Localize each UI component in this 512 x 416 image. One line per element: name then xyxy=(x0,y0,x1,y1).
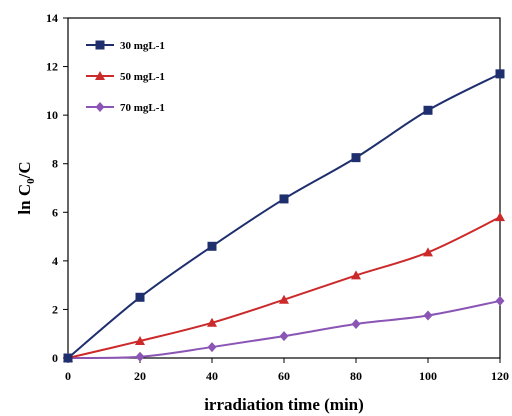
y-tick-label: 2 xyxy=(52,302,58,316)
y-tick-label: 4 xyxy=(52,254,58,268)
legend: 30 mgL-1 50 mgL-1 70 mgL-1 xyxy=(86,40,165,114)
legend-marker xyxy=(95,71,105,80)
data-point xyxy=(495,212,505,222)
y-tick-label: 8 xyxy=(52,157,58,171)
legend-label: 30 mgL-1 xyxy=(120,40,165,52)
x-tick-label: 20 xyxy=(134,369,146,383)
y-axis: 0 2 4 6 8 10 12 14 xyxy=(46,11,68,365)
y-axis-title-main: ln C xyxy=(15,184,34,215)
data-point xyxy=(351,319,361,329)
y-axis-title: ln C0/C xyxy=(15,161,37,214)
data-point xyxy=(351,153,361,163)
x-tick-label: 100 xyxy=(419,369,437,383)
data-point xyxy=(135,336,145,345)
y-axis-title-subscript: 0 xyxy=(25,178,37,184)
x-axis-title: irradiation time (min) xyxy=(204,395,364,414)
y-axis-title-tail: /C xyxy=(15,161,34,179)
legend-marker xyxy=(95,40,105,50)
data-point xyxy=(207,241,217,251)
plot-area xyxy=(67,17,501,359)
y-tick-label: 6 xyxy=(52,205,58,219)
data-point xyxy=(351,270,361,280)
series-layer xyxy=(63,69,505,363)
y-tick-label: 10 xyxy=(46,108,58,122)
x-axis: 0 20 40 60 80 100 120 xyxy=(65,358,509,383)
x-tick-label: 40 xyxy=(206,369,218,383)
legend-marker xyxy=(95,102,105,112)
y-tick-label: 0 xyxy=(52,351,58,365)
data-point xyxy=(135,292,145,302)
x-tick-label: 120 xyxy=(491,369,509,383)
data-point xyxy=(279,331,289,342)
y-tick-label: 14 xyxy=(46,11,58,25)
y-tick-label: 12 xyxy=(46,60,58,74)
data-point xyxy=(279,294,289,304)
data-point xyxy=(423,310,433,321)
x-tick-label: 80 xyxy=(350,369,362,383)
x-tick-label: 0 xyxy=(65,369,71,383)
data-point xyxy=(423,247,433,257)
data-point xyxy=(279,194,289,204)
data-point xyxy=(423,105,433,115)
legend-label: 70 mgL-1 xyxy=(120,102,165,114)
data-point xyxy=(207,342,217,353)
data-point xyxy=(495,295,505,306)
data-point xyxy=(495,69,505,79)
data-point xyxy=(63,353,73,363)
data-point xyxy=(207,317,217,327)
data-point xyxy=(135,351,145,362)
x-tick-label: 60 xyxy=(278,369,290,383)
legend-label: 50 mgL-1 xyxy=(120,71,165,83)
